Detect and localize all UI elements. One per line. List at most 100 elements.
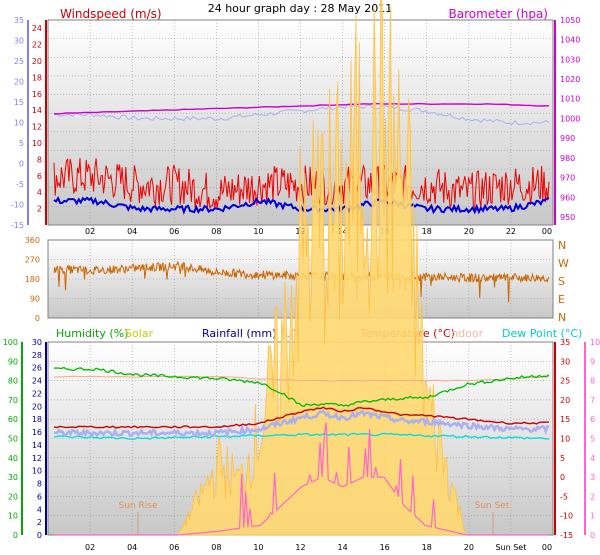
direction-left-tick: 0 <box>35 314 40 323</box>
apparent-temp-line <box>53 409 550 439</box>
rainfall-tick: 4 <box>37 505 42 514</box>
uv-tick: 2 <box>590 492 595 501</box>
wind-inner-tick: 10 <box>32 139 42 148</box>
wind-x-tick: 00 <box>542 227 552 236</box>
direction-right-tick: W <box>558 257 569 270</box>
wind-outer-tick: 25 <box>14 57 24 66</box>
barometer-tick: 1030 <box>560 55 580 64</box>
rainfall-tick: 20 <box>32 402 42 411</box>
uv-tick: 1 <box>590 512 595 521</box>
rainfall-tick: 12 <box>32 454 42 463</box>
rainfall-tick: 6 <box>37 492 42 501</box>
direction-right-tick: S <box>558 275 565 288</box>
temperature-tick: 0 <box>560 473 565 482</box>
wind-inner-tick: 4 <box>37 188 42 197</box>
uv-tick: 3 <box>590 473 595 482</box>
wind-inner-tick: 6 <box>37 172 42 181</box>
uv-tick: 10 <box>590 338 600 347</box>
temp-x-tick: 20 <box>464 543 474 552</box>
wind-x-tick: 20 <box>464 227 474 236</box>
uv-tick: 4 <box>590 454 595 463</box>
wind-inner-tick: 22 <box>32 41 42 50</box>
legend-5: Indoor <box>448 327 484 340</box>
temp-x-tick: 10 <box>253 543 263 552</box>
rainfall-tick: 26 <box>32 364 42 373</box>
temp-x-tick: 02 <box>85 543 95 552</box>
rainfall-tick: 16 <box>32 428 42 437</box>
uv-line <box>54 422 549 536</box>
uv-tick: 5 <box>590 435 595 444</box>
rainfall-tick: 14 <box>32 441 42 450</box>
wind-inner-tick: 8 <box>37 155 42 164</box>
humidity-tick: 10 <box>8 512 18 521</box>
wind-x-tick: 22 <box>506 227 516 236</box>
wind-x-tick: 02 <box>85 227 95 236</box>
uv-tick: 0 <box>590 531 595 540</box>
direction-left-tick: 180 <box>25 275 40 284</box>
barometer-label: Barometer (hpa) <box>449 7 548 21</box>
rainfall-tick: 18 <box>32 415 42 424</box>
wind-inner-tick: 14 <box>32 106 42 115</box>
rainfall-tick: 8 <box>37 480 42 489</box>
uv-tick: 6 <box>590 415 595 424</box>
humidity-tick: 50 <box>8 435 18 444</box>
humidity-tick: 100 <box>3 338 18 347</box>
direction-left-tick: 90 <box>30 295 40 304</box>
uv-tick: 8 <box>590 377 595 386</box>
rainfall-tick: 28 <box>32 351 42 360</box>
wind-bearing-avg-line <box>53 103 550 126</box>
wind-x-tick: 06 <box>169 227 179 236</box>
humidity-tick: 30 <box>8 473 18 482</box>
temperature-tick: 20 <box>560 396 570 405</box>
wind-gust-line <box>53 158 550 212</box>
temperature-tick: -10 <box>560 512 573 521</box>
temperature-tick: 15 <box>560 415 570 424</box>
humidity-line <box>53 366 550 408</box>
wind-outer-tick: 15 <box>14 98 24 107</box>
wind-outer-tick: 20 <box>14 78 24 87</box>
temp-x-tick: Sun Set <box>495 543 526 552</box>
wind-inner-tick: 16 <box>32 90 42 99</box>
barometer-tick: 1010 <box>560 95 580 104</box>
temp-x-tick: 00 <box>542 543 552 552</box>
legend-1: Solar <box>125 327 154 340</box>
wind-outer-tick: 30 <box>14 37 24 46</box>
wind-x-tick: 04 <box>127 227 137 236</box>
temperature-tick: 25 <box>560 377 570 386</box>
barometer-tick: 1000 <box>560 114 580 123</box>
rainfall-tick: 0 <box>37 531 42 540</box>
wind-x-tick: 08 <box>211 227 221 236</box>
wind-outer-tick: 5 <box>19 139 24 148</box>
sunrise-label: Sun Rise <box>119 501 158 511</box>
temperature-tick: -5 <box>560 492 568 501</box>
chart-title: 24 hour graph day : 28 May 2011 <box>208 2 393 15</box>
wind-x-tick: 18 <box>422 227 432 236</box>
wind-outer-tick: 35 <box>14 16 24 25</box>
barometer-tick: 960 <box>560 193 575 202</box>
uv-tick: 9 <box>590 357 595 366</box>
barometer-tick: 980 <box>560 154 575 163</box>
temp-x-tick: 16 <box>380 543 390 552</box>
windspeed-label: Windspeed (m/s) <box>60 7 162 21</box>
temperature-line <box>53 406 550 429</box>
sunset-label: Sun Set <box>475 501 510 511</box>
barometer-tick: 1020 <box>560 75 580 84</box>
direction-right-tick: N <box>558 239 566 252</box>
direction-left-tick: 270 <box>25 256 40 265</box>
dewpoint-line <box>53 432 549 440</box>
barometer-line <box>54 102 550 115</box>
direction-right-tick: E <box>558 293 565 306</box>
humidity-tick: 60 <box>8 415 18 424</box>
indoor-line <box>53 375 550 382</box>
wind-inner-tick: 24 <box>32 24 42 33</box>
wind-outer-tick: -15 <box>11 221 24 230</box>
wind-outer-tick: -5 <box>16 180 24 189</box>
wind-x-tick: 14 <box>337 227 347 236</box>
wind-inner-tick: 2 <box>37 205 42 214</box>
wind-x-tick: 10 <box>253 227 263 236</box>
temperature-tick: 35 <box>560 338 570 347</box>
temperature-tick: 10 <box>560 435 570 444</box>
legend-2: Rainfall (mm) <box>202 327 276 340</box>
